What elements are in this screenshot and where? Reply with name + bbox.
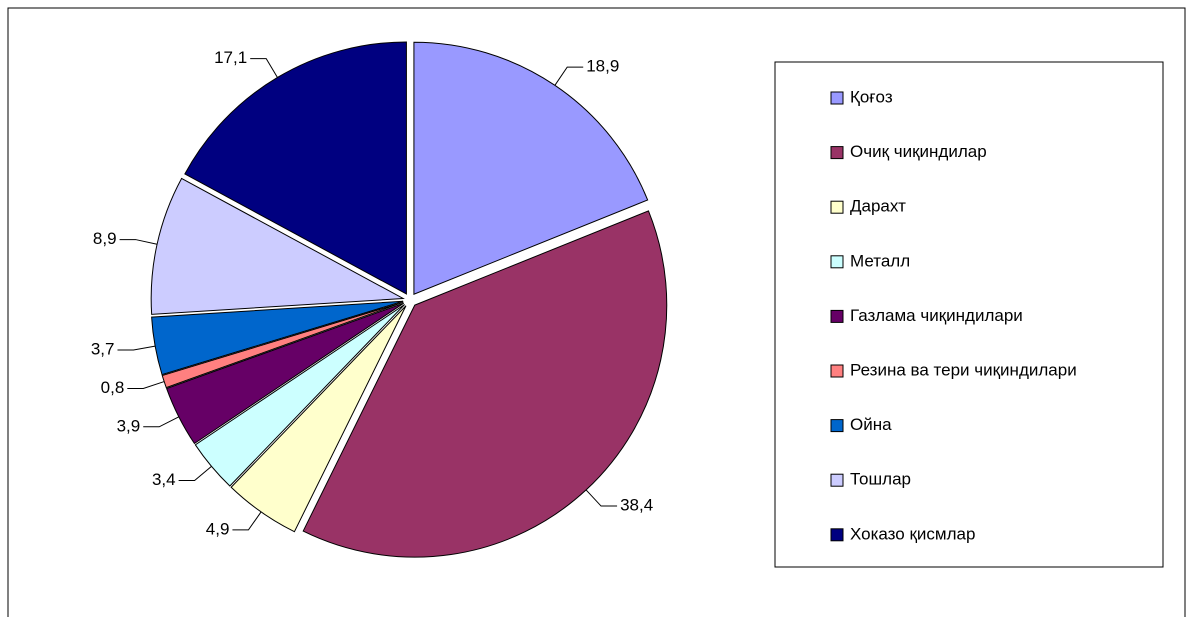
- leader-line: [117, 345, 156, 351]
- data-label: 38,4: [620, 496, 653, 515]
- pie-slice: [166, 302, 405, 445]
- legend-label: Ойна: [850, 415, 892, 434]
- legend-swatch: [830, 255, 844, 269]
- legend-label: Резина ва тери чиқиндилари: [850, 360, 1077, 379]
- legend-label: Дарахт: [850, 197, 906, 216]
- leader-line: [585, 489, 618, 507]
- legend-swatch: [830, 364, 844, 378]
- legend-swatch: [830, 473, 844, 487]
- data-label: 0,8: [101, 378, 125, 397]
- pie-slice: [150, 177, 405, 315]
- legend-swatch: [830, 309, 844, 323]
- data-label: 18,9: [586, 57, 619, 76]
- legend-label: Тошлар: [850, 470, 911, 489]
- leader-line: [178, 465, 212, 481]
- data-label: 3,7: [91, 340, 115, 359]
- leader-line: [143, 416, 180, 428]
- pie-slice: [413, 41, 649, 295]
- leader-line: [232, 511, 262, 531]
- data-label: 8,9: [93, 229, 117, 248]
- legend-label: Очиқ чиқиндилар: [850, 142, 987, 161]
- leader-line: [554, 66, 584, 86]
- data-label: 4,9: [206, 519, 230, 538]
- legend-label: Металл: [850, 251, 910, 270]
- pie-slice: [184, 41, 407, 295]
- data-label: 3,9: [117, 416, 141, 435]
- legend-swatch: [830, 419, 844, 433]
- chart-border: [7, 7, 1186, 617]
- leader-line: [127, 381, 165, 390]
- legend-label: Газлама чиқиндилари: [850, 306, 1023, 325]
- legend-label: Қоғоз: [850, 87, 893, 106]
- pie-slice: [194, 304, 405, 487]
- data-label: 3,4: [152, 470, 176, 489]
- legend-swatch: [830, 146, 844, 160]
- legend-swatch: [830, 528, 844, 542]
- leader-line: [119, 239, 158, 245]
- legend-swatch: [830, 91, 844, 105]
- pie-slice: [151, 300, 404, 376]
- pie-slice: [302, 210, 668, 558]
- legend-label: Хоказо қисмлар: [850, 524, 975, 543]
- leader-line: [250, 58, 278, 78]
- data-label: 17,1: [214, 48, 247, 67]
- legend-swatch: [830, 200, 844, 214]
